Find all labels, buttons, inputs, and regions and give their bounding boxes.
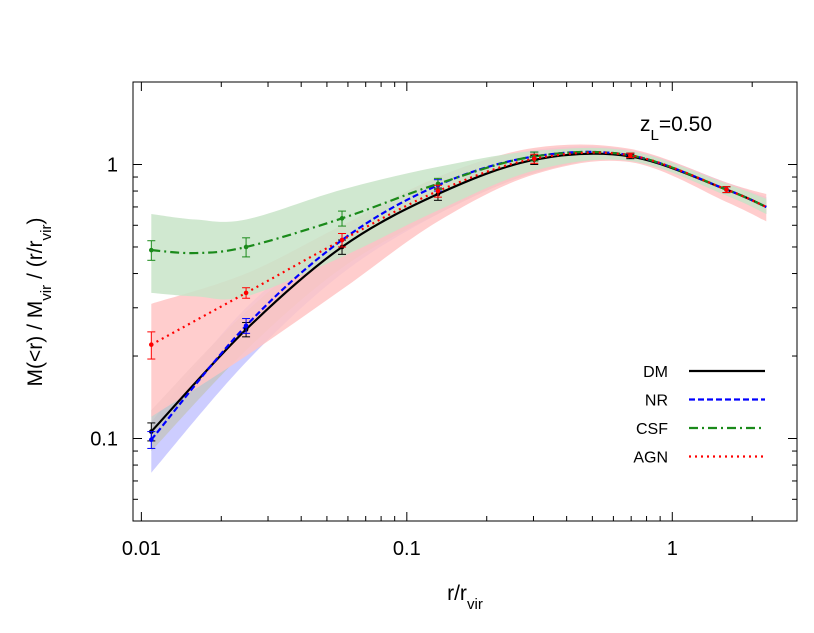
x-tick-label: 0.01 (122, 538, 161, 560)
plot-frame (132, 81, 798, 522)
y-tick-label: 0.1 (90, 429, 118, 451)
point-csf (242, 237, 251, 258)
legend-label: AGN (633, 450, 668, 467)
legend-label: CSF (636, 421, 668, 438)
point-agn (530, 153, 539, 164)
point-agn (722, 186, 731, 194)
scatter-bands (151, 144, 767, 473)
data-points (147, 151, 731, 449)
point-csf (147, 240, 156, 261)
legend-item-csf: CSF (636, 421, 765, 438)
point-agn (626, 152, 635, 159)
tick-labels: 0.01 0.1 1 0.1 1 (90, 154, 678, 560)
band-csf (151, 147, 767, 300)
point-agn (242, 287, 251, 299)
legend-item-dm: DM (643, 364, 765, 381)
legend-item-nr: NR (645, 393, 765, 410)
legend-item-agn: AGN (633, 450, 765, 467)
y-axis-label: M(<r) / Mvir / (r/rvir) (24, 218, 55, 387)
point-agn (147, 331, 156, 360)
x-tick-label: 0.1 (393, 538, 421, 560)
point-nr (147, 431, 156, 449)
legend-label: DM (643, 364, 668, 381)
redshift-annotation: zL=0.50 (640, 113, 712, 144)
point-csf (338, 210, 347, 227)
x-tick-label: 1 (667, 538, 678, 560)
legend-label: NR (645, 393, 668, 410)
line-csf (151, 150, 767, 255)
axis-ticks (133, 81, 797, 522)
x-axis-label: r/rvir (447, 582, 483, 613)
point-nr (242, 318, 251, 334)
point-agn (433, 184, 442, 198)
point-agn (338, 232, 347, 248)
legend: DM NR CSF AGN (633, 364, 765, 467)
y-tick-label: 1 (107, 154, 118, 176)
